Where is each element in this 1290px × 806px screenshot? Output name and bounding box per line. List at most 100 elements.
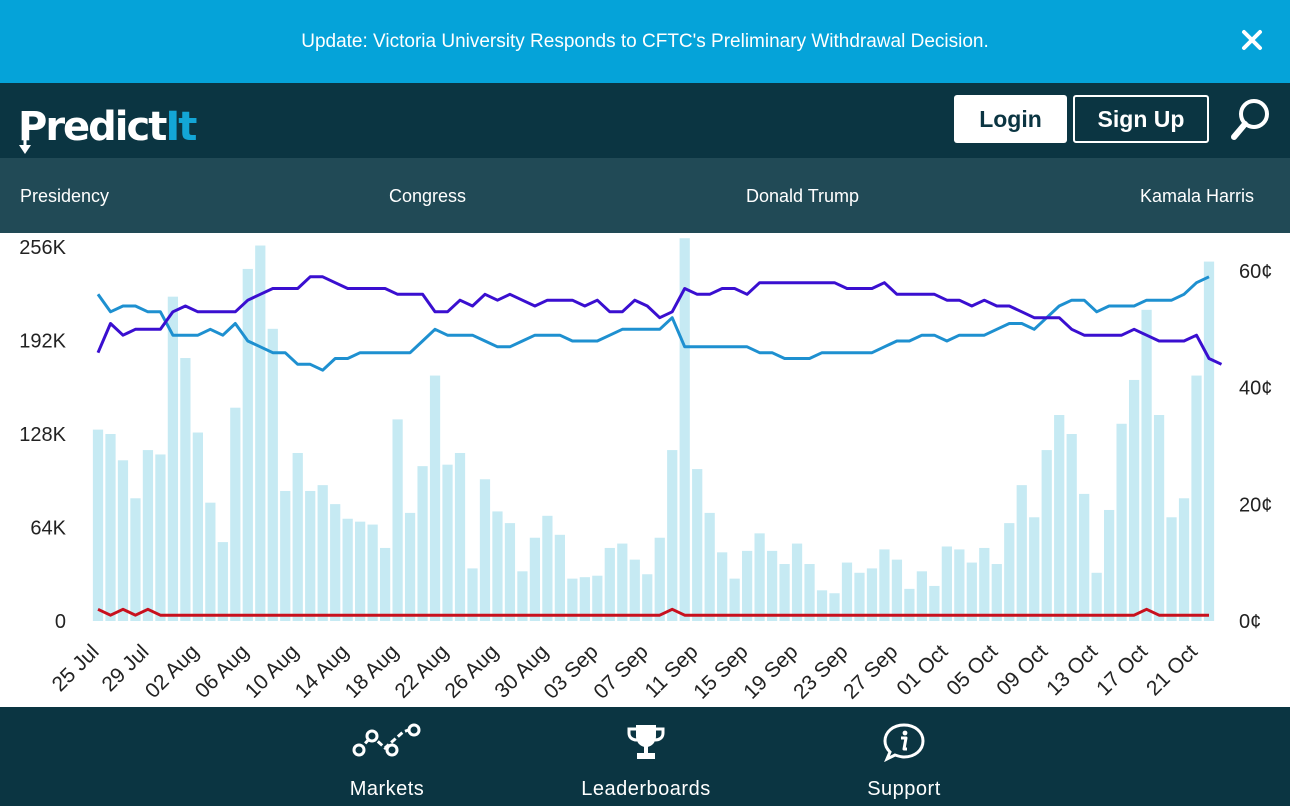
volume-bar: [342, 518, 353, 621]
volume-bar: [255, 245, 266, 621]
series-line-dark: [96, 275, 1223, 366]
volume-bar: [954, 549, 965, 621]
volume-bar: [392, 419, 403, 621]
x-tick-label: 23 Sep: [789, 640, 852, 703]
x-tick-label: 17 Oct: [1092, 640, 1152, 700]
volume-bar: [754, 533, 765, 621]
volume-bar: [429, 375, 441, 621]
volume-bar: [1029, 517, 1040, 621]
announcement-banner[interactable]: Update: Victoria University Responds to …: [0, 0, 1290, 83]
x-tick-label: 25 Jul: [48, 640, 104, 696]
bottom-nav: Markets Leaderboards Support: [0, 707, 1290, 806]
volume-bar: [92, 429, 104, 621]
x-tick-label: 21 Oct: [1142, 640, 1202, 700]
volume-bar: [1116, 423, 1127, 621]
logo-text-predict: Predict: [18, 104, 167, 150]
volume-bar: [217, 542, 228, 621]
volume-bar: [355, 521, 366, 621]
volume-bar: [1191, 375, 1202, 621]
nav-item-kamala-harris[interactable]: Kamala Harris: [1140, 186, 1255, 206]
volume-bar: [604, 547, 615, 621]
volume-bar: [529, 537, 541, 621]
x-tick-label: 09 Oct: [992, 640, 1052, 700]
series-line-red: [97, 607, 1209, 617]
volume-bar: [766, 550, 778, 621]
volume-bar: [230, 407, 241, 621]
volume-bar: [1153, 415, 1165, 621]
volume-bar: [305, 490, 316, 621]
volume-bar: [417, 466, 428, 621]
footer-markets-label: Markets: [349, 778, 425, 800]
x-tick-label: 18 Aug: [341, 640, 404, 703]
volume-bar: [404, 512, 416, 621]
volume-bar: [442, 464, 453, 621]
volume-bar: [1079, 493, 1090, 621]
volume-bar: [517, 571, 528, 621]
y-right-tick-label: 40¢: [1239, 378, 1272, 400]
volume-bar: [654, 537, 665, 621]
logo-arrow-icon: [19, 125, 31, 154]
volume-bar: [617, 543, 628, 621]
volume-bar: [542, 515, 553, 621]
y-left-tick-label: 192K: [19, 331, 66, 353]
volume-bar: [742, 550, 753, 621]
y-left-tick-label: 64K: [30, 518, 66, 540]
series-line-light: [96, 275, 1210, 372]
volume-bar: [679, 238, 690, 621]
volume-bar: [717, 552, 728, 621]
nav-item-congress[interactable]: Congress: [389, 186, 467, 206]
volume-bar: [467, 568, 478, 621]
search-icon[interactable]: [1230, 97, 1272, 143]
footer-leaderboards[interactable]: Leaderboards: [556, 707, 736, 806]
volume-bar: [1141, 309, 1152, 621]
volume-bar: [167, 296, 179, 621]
volume-bar: [242, 268, 253, 621]
volume-bar: [379, 547, 391, 621]
volume-bar: [804, 564, 815, 621]
volume-bar: [829, 593, 840, 621]
volume-bar: [205, 502, 216, 621]
volume-bar: [280, 490, 291, 621]
volume-bar: [692, 469, 703, 621]
x-tick-label: 03 Sep: [540, 640, 603, 703]
volume-bar: [816, 590, 828, 621]
y-axis-left: 0 64K 128K 192K 256K: [19, 237, 66, 633]
y-left-tick-label: 128K: [19, 424, 66, 446]
volume-bar: [879, 549, 890, 621]
logo-text-it: It: [165, 104, 197, 150]
volume-bar: [155, 454, 166, 621]
volume-bar: [791, 543, 803, 621]
volume-bar: [567, 578, 578, 621]
close-icon[interactable]: [1234, 22, 1270, 58]
banner-text[interactable]: Update: Victoria University Responds to …: [301, 30, 989, 52]
login-button[interactable]: Login: [954, 95, 1067, 143]
volume-bar: [317, 485, 328, 621]
x-tick-label: 05 Oct: [942, 640, 1002, 700]
y-right-tick-label: 20¢: [1239, 494, 1272, 516]
category-nav: Presidency Congress Donald Trump Kamala …: [0, 158, 1290, 233]
volume-bar: [330, 504, 341, 621]
site-header: PredictIt Login Sign Up: [0, 83, 1290, 158]
nav-item-donald-trump[interactable]: Donald Trump: [746, 186, 860, 206]
footer-support[interactable]: Support: [814, 707, 994, 806]
x-tick-label: 10 Aug: [241, 640, 304, 703]
volume-bar: [130, 498, 141, 621]
x-tick-label: 02 Aug: [141, 640, 204, 703]
signup-button[interactable]: Sign Up: [1073, 95, 1209, 143]
y-right-tick-label: 0¢: [1239, 611, 1261, 633]
volume-bar: [891, 559, 903, 621]
volume-bar: [729, 578, 740, 621]
volume-bar: [180, 358, 191, 621]
nav-item-presidency[interactable]: Presidency: [20, 186, 110, 206]
x-tick-label: 14 Aug: [291, 640, 354, 703]
volume-bar: [904, 588, 915, 621]
x-tick-label: 13 Oct: [1042, 640, 1102, 700]
volume-bar: [192, 432, 203, 621]
footer-markets[interactable]: Markets: [297, 707, 477, 806]
volume-bar: [1203, 261, 1215, 621]
predictit-logo[interactable]: PredictIt: [18, 104, 197, 154]
volume-bar: [267, 328, 278, 621]
volume-bar: [504, 523, 516, 621]
